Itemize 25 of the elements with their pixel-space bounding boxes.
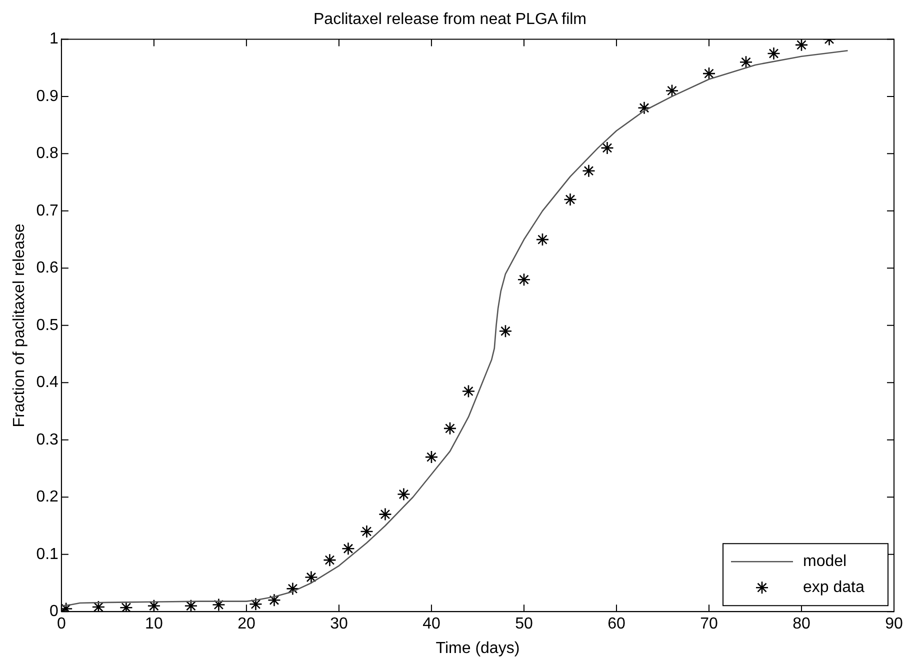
y-tick-label: 0.2 bbox=[36, 488, 59, 506]
y-tick-label: 0.1 bbox=[36, 546, 59, 563]
x-tick-label: 20 bbox=[238, 616, 256, 633]
y-tick-label: 0.6 bbox=[36, 260, 59, 277]
y-tick-label: 0.9 bbox=[36, 88, 59, 105]
x-tick-label: 80 bbox=[792, 616, 810, 633]
y-tick-label: 1 bbox=[50, 30, 59, 48]
x-tick-label: 60 bbox=[608, 616, 626, 633]
y-axis-title: Fraction of paclitaxel release bbox=[11, 223, 28, 428]
y-tick-label: 0.4 bbox=[36, 374, 59, 392]
x-tick-label: 50 bbox=[515, 616, 533, 633]
legend-label: model bbox=[803, 553, 847, 570]
x-tick-label: 70 bbox=[700, 616, 718, 633]
x-tick-label: 30 bbox=[330, 616, 348, 633]
x-tick-label: 10 bbox=[145, 616, 163, 633]
x-tick-label: 90 bbox=[885, 616, 903, 633]
y-tick-label: 0 bbox=[50, 603, 59, 620]
x-axis-title: Time (days) bbox=[436, 640, 520, 657]
x-tick-label: 40 bbox=[422, 616, 440, 633]
y-tick-label: 0.3 bbox=[36, 431, 59, 448]
y-tick-label: 0.7 bbox=[36, 202, 59, 220]
legend-label: exp data bbox=[803, 579, 864, 596]
y-tick-label: 0.8 bbox=[36, 145, 59, 162]
y-tick-label: 0.5 bbox=[36, 316, 59, 334]
chart-title: Paclitaxel release from neat PLGA film bbox=[313, 11, 587, 28]
